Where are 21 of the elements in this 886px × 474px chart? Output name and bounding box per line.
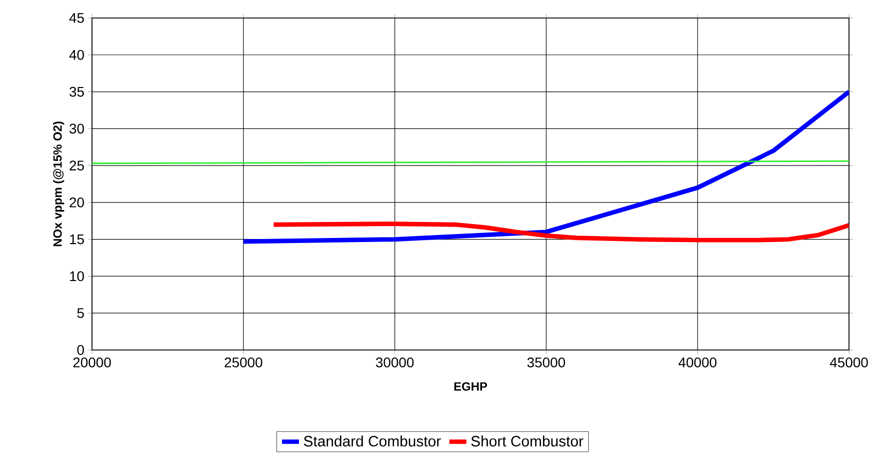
x-tick-label: 30000 (376, 357, 414, 368)
y-axis-title: NOx vppm (@15% O2) (53, 122, 64, 246)
y-tick-label: 5 (77, 308, 84, 318)
legend-label: Standard Combustor (304, 436, 441, 446)
legend-label: Short Combustor (471, 436, 584, 446)
x-tick-label: 35000 (527, 357, 566, 368)
x-axis-title: EGHP (454, 382, 488, 391)
y-tick-label: 0 (77, 345, 84, 355)
y-tick-label: 30 (70, 124, 84, 134)
x-tick-label: 45000 (830, 357, 868, 368)
y-tick-label: 10 (70, 271, 84, 282)
line-series (241, 90, 850, 244)
x-tick-label: 25000 (224, 357, 262, 368)
y-tick-label: 40 (69, 50, 84, 60)
y-tick-label: 15 (70, 234, 84, 244)
y-tick-label: 45 (69, 13, 84, 23)
y-tick-label: 35 (70, 86, 84, 97)
x-tick-label: 20000 (73, 357, 111, 368)
x-tick-label: 40000 (678, 357, 716, 368)
y-tick-label: 20 (70, 197, 84, 208)
y-tick-label: 25 (70, 160, 84, 170)
